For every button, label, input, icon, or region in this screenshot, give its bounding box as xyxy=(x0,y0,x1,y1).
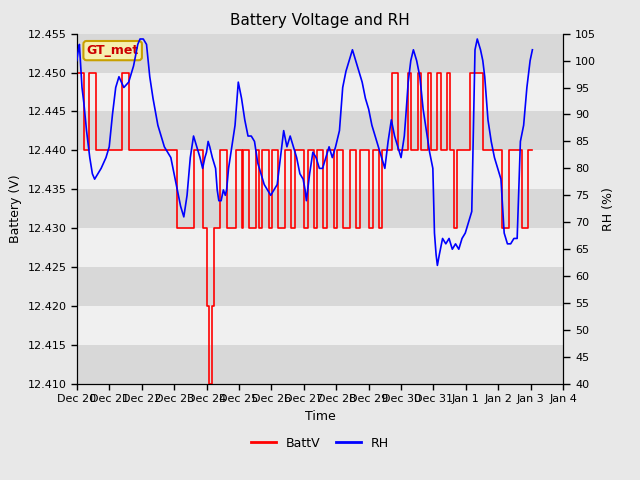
Title: Battery Voltage and RH: Battery Voltage and RH xyxy=(230,13,410,28)
Bar xyxy=(77,150,563,189)
Bar xyxy=(77,345,563,384)
Y-axis label: Battery (V): Battery (V) xyxy=(9,175,22,243)
Bar xyxy=(77,228,563,267)
Bar xyxy=(77,267,563,306)
Text: GT_met: GT_met xyxy=(86,44,139,57)
Bar xyxy=(77,189,563,228)
Y-axis label: RH (%): RH (%) xyxy=(602,187,614,231)
X-axis label: Time: Time xyxy=(305,410,335,423)
Bar xyxy=(77,306,563,345)
Legend: BattV, RH: BattV, RH xyxy=(246,432,394,455)
Bar xyxy=(77,34,563,72)
Bar xyxy=(77,111,563,150)
Bar xyxy=(77,72,563,111)
